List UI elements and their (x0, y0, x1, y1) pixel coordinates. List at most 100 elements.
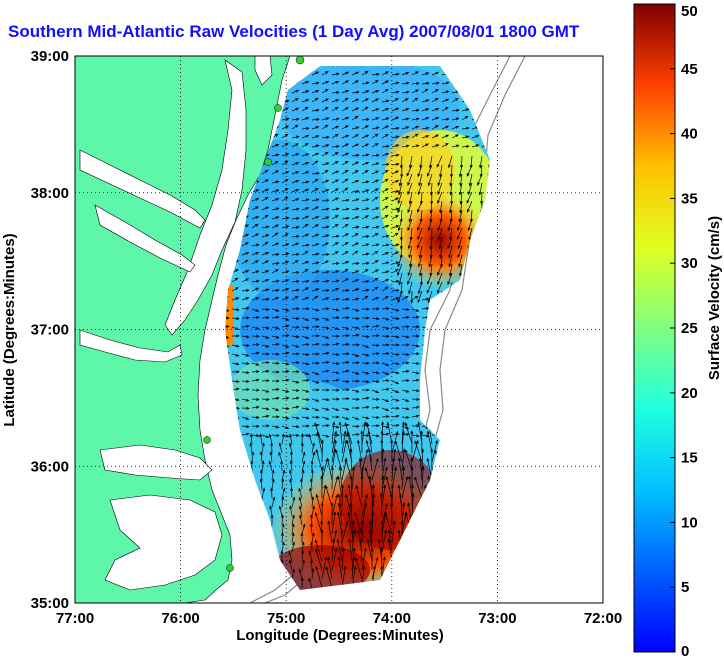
velocity-vector (259, 451, 263, 463)
velocity-vector (331, 270, 340, 274)
velocity-vector (311, 261, 320, 265)
velocity-vector (391, 197, 400, 202)
velocity-vector (311, 108, 320, 112)
velocity-vector (291, 316, 300, 320)
velocity-vector (467, 182, 473, 196)
velocity-vector (345, 493, 353, 517)
velocity-vector (411, 405, 420, 409)
velocity-vector (361, 81, 370, 85)
velocity-vector (421, 88, 429, 94)
velocity-vector (351, 433, 360, 437)
velocity-vector (417, 227, 423, 241)
y-tick-label: 35:00 (31, 595, 69, 612)
velocity-vector (354, 512, 363, 535)
velocity-vector (301, 559, 305, 571)
velocity-vector (401, 90, 410, 94)
velocity-vector (371, 379, 380, 383)
velocity-vector (301, 223, 309, 229)
velocity-vector (356, 439, 363, 463)
velocity-vector (321, 207, 330, 211)
velocity-vector (421, 99, 430, 103)
velocity-vector (341, 268, 349, 274)
velocity-vector (391, 414, 400, 418)
velocity-vector (360, 475, 364, 499)
velocity-vector (401, 72, 410, 76)
velocity-vector (301, 80, 310, 85)
velocity-vector (261, 188, 270, 193)
velocity-vector (271, 189, 280, 193)
velocity-vector (231, 370, 240, 374)
velocity-vector (251, 378, 260, 382)
velocity-vector (321, 234, 330, 238)
velocity-vector (401, 407, 410, 411)
velocity-vector (391, 335, 400, 339)
velocity-vector (261, 206, 270, 211)
velocity-vector (300, 442, 304, 454)
velocity-vector (401, 343, 410, 347)
velocity-vector (349, 502, 353, 526)
velocity-vector (448, 200, 453, 214)
velocity-vector (241, 316, 250, 320)
velocity-vector (351, 353, 360, 357)
velocity-vector (280, 532, 284, 544)
velocity-vector (251, 287, 260, 292)
velocity-vector (351, 242, 360, 247)
velocity-vector (251, 308, 260, 312)
velocity-vector (381, 243, 390, 247)
velocity-vector (326, 457, 333, 481)
x-tick-label: 73:00 (478, 610, 516, 627)
velocity-vector (427, 218, 433, 232)
velocity-vector (361, 405, 370, 409)
velocity-vector (331, 170, 340, 175)
velocity-vector (281, 270, 290, 274)
velocity-vector (331, 378, 340, 382)
velocity-vector (261, 407, 270, 411)
rappahannock-river (94, 204, 196, 273)
velocity-vector (341, 152, 350, 157)
velocity-vector (291, 433, 300, 437)
velocity-vector (291, 98, 299, 103)
velocity-vector (321, 379, 330, 383)
velocity-vector (408, 209, 413, 223)
velocity-vector (231, 277, 239, 283)
velocity-vector (391, 343, 400, 347)
velocity-vector (407, 218, 413, 232)
velocity-vector (281, 207, 290, 211)
velocity-vector (391, 362, 400, 366)
velocity-vector (401, 144, 410, 148)
velocity-vector (427, 290, 433, 304)
velocity-vector (431, 125, 439, 130)
velocity-vector (271, 297, 280, 301)
velocity-vector (397, 191, 403, 205)
velocity-vector (281, 396, 290, 400)
velocity-vector (291, 124, 299, 130)
velocity-vector (291, 370, 300, 374)
velocity-vector (409, 254, 413, 268)
velocity-vector (269, 505, 273, 517)
velocity-vector (398, 173, 403, 187)
velocity-vector (289, 433, 293, 445)
velocity-vector (391, 207, 400, 211)
velocity-vector (457, 236, 463, 250)
velocity-vector (341, 187, 349, 193)
velocity-vector (351, 250, 359, 256)
velocity-vector (291, 260, 299, 265)
velocity-vector (341, 326, 350, 330)
velocity-vector (261, 361, 270, 365)
velocity-vector (351, 297, 360, 301)
velocity-vector (251, 451, 255, 463)
velocity-vector (271, 415, 280, 419)
velocity-vector (321, 225, 330, 229)
velocity-vector (391, 97, 399, 103)
velocity-vector (281, 107, 290, 112)
velocity-vector (361, 344, 370, 348)
velocity-vector (448, 245, 453, 259)
velocity-vector (301, 523, 306, 535)
velocity-vector (361, 207, 370, 211)
velocity-vector (241, 379, 250, 383)
velocity-vector (391, 214, 399, 220)
velocity-vector (311, 295, 319, 301)
velocity-vector (361, 396, 370, 400)
velocity-vector (331, 297, 340, 301)
